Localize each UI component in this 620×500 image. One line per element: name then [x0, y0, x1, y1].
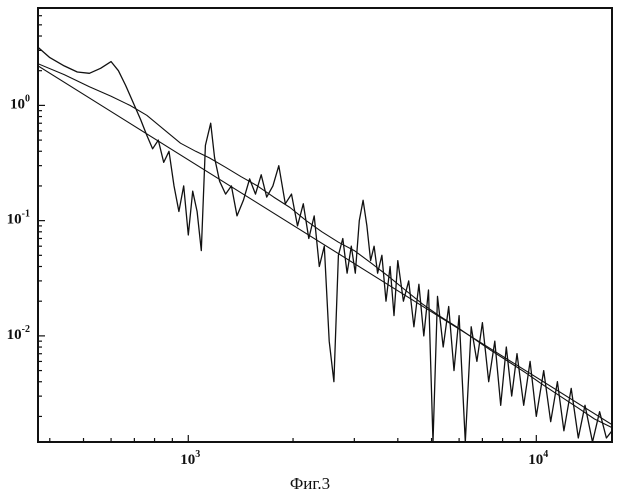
figure-caption: Фиг.3	[0, 474, 620, 494]
y-tick-label: 100	[10, 93, 30, 112]
x-tick-label: 104	[528, 449, 548, 468]
series-noisy-line	[38, 47, 612, 442]
x-tick-label: 103	[180, 449, 200, 468]
y-tick-label: 10-1	[7, 209, 30, 228]
spectrum-chart: 103 104 100 10-1 10-2	[0, 0, 620, 470]
series-fit-line	[38, 66, 612, 425]
y-tick-label: 10-2	[7, 324, 30, 343]
plot-frame	[38, 8, 612, 442]
